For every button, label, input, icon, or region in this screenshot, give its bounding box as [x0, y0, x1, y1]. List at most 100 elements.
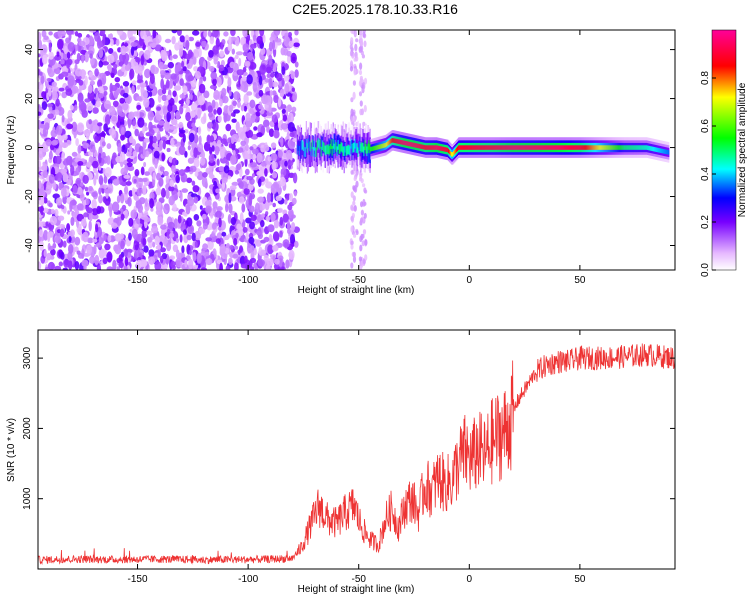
spectrogram-noise-mark: [130, 209, 138, 219]
spectrogram-signal-mark: [667, 149, 669, 155]
spectrogram-noise-mark: [188, 132, 195, 143]
spectrogram-noise-mark: [175, 249, 180, 259]
spectrogram-noise-mark: [187, 224, 195, 235]
spectrogram-noise-mark: [98, 237, 104, 245]
spectrogram-noise-mark: [159, 166, 165, 172]
spectrogram-noise-mark: [58, 261, 63, 267]
spectrogram-noise-mark: [240, 84, 245, 92]
spectrogram-noise-mark: [88, 30, 97, 33]
spectrogram-noise-mark: [42, 54, 48, 65]
spectrogram-signal-mark: [339, 144, 341, 154]
snr-ylabel: SNR (10 * v/v): [6, 418, 17, 482]
spectrogram-signal-mark: [413, 142, 415, 148]
spectrogram-noise-mark: [205, 251, 210, 257]
spectrogram-noise-mark: [131, 85, 135, 95]
spectrogram-noise-mark: [235, 51, 244, 56]
spectrogram-noise-mark: [158, 140, 163, 152]
spectrogram-noise-mark: [86, 161, 92, 168]
spectrogram-noise-mark: [212, 30, 219, 38]
spectrogram-signal-mark: [375, 145, 377, 151]
snr-xtick-label: 50: [574, 574, 586, 585]
spectrogram-signal-mark: [304, 147, 307, 157]
spectrogram-signal-mark: [366, 146, 368, 157]
spectrogram-noise-mark: [216, 107, 222, 116]
spectrogram-noise-mark: [234, 245, 239, 250]
spectrogram-signal-mark: [442, 146, 444, 152]
spectrogram-noise-mark: [212, 78, 217, 86]
spectrogram-noise-mark: [203, 30, 208, 38]
spectrogram-noise-mark: [171, 157, 178, 166]
spectrogram-noise-mark: [191, 232, 196, 242]
spectrogram-signal-mark: [545, 145, 547, 150]
spectrogram-signal-mark: [506, 145, 509, 150]
spectrogram-noise-mark: [246, 176, 254, 181]
spectrogram-signal-mark: [623, 145, 625, 150]
spectrogram-noise-mark: [136, 218, 141, 225]
spectrogram-noise-mark: [271, 114, 278, 123]
spectrogram-noise-mark: [289, 132, 295, 138]
spectrogram-noise-mark: [72, 185, 78, 194]
spectrogram-noise-mark: [167, 221, 175, 229]
spectrogram-signal-mark: [420, 144, 422, 149]
spectrogram-noise-mark: [220, 150, 225, 159]
spectrogram-noise-mark: [359, 100, 363, 107]
spectrogram-signal-mark: [554, 145, 556, 150]
spectrogram-signal-mark: [660, 148, 662, 153]
spectrogram-signal-mark: [598, 145, 600, 150]
spectrogram-signal-mark: [406, 141, 408, 146]
spectrogram-signal-mark: [562, 145, 564, 150]
spectrogram-signal-mark: [575, 145, 577, 150]
spectrogram-noise-mark: [242, 226, 248, 233]
spectrogram-signal-mark: [588, 145, 590, 150]
spectrogram-noise-mark: [98, 93, 104, 99]
spectrogram-noise-mark: [39, 71, 43, 76]
spectrogram-noise-mark: [197, 95, 206, 106]
spectrogram-noise-mark: [292, 138, 298, 143]
spectrogram-xtick-label: -50: [351, 275, 366, 286]
spectrogram-signal-mark: [472, 145, 475, 150]
spectrogram-signal-mark: [634, 145, 636, 150]
spectrogram-signal-mark: [619, 145, 621, 150]
spectrogram-noise-mark: [179, 234, 183, 243]
spectrogram-signal-mark: [583, 145, 585, 150]
spectrogram-noise-mark: [171, 264, 176, 270]
spectrogram-signal-mark: [437, 145, 439, 151]
spectrogram-signal-mark: [657, 147, 659, 153]
spectrogram-noise-mark: [158, 61, 164, 70]
spectrogram-noise-mark: [228, 89, 232, 97]
spectrogram-noise-mark: [47, 261, 55, 270]
spectrogram-signal-mark: [538, 145, 540, 150]
spectrogram-signal-mark: [377, 145, 379, 150]
spectrogram-noise-mark: [62, 240, 67, 248]
spectrogram-signal-mark: [601, 145, 603, 150]
spectrogram-signal-mark: [539, 145, 541, 150]
spectrogram-noise-mark: [43, 35, 49, 40]
spectrogram-signal-mark: [465, 145, 468, 150]
spectrogram-noise-mark: [242, 150, 249, 160]
spectrogram-noise-mark: [137, 117, 145, 128]
spectrogram-signal-mark: [661, 148, 663, 154]
spectrogram-noise-mark: [59, 228, 65, 238]
spectrogram-noise-mark: [162, 84, 167, 92]
spectrogram-noise-mark: [265, 66, 273, 74]
spectrogram-signal-mark: [309, 142, 312, 162]
spectrogram-noise-mark: [94, 109, 99, 114]
spectrogram-noise-mark: [248, 194, 253, 206]
spectrogram-noise-mark: [249, 257, 257, 264]
spectrogram-noise-mark: [178, 121, 184, 129]
spectrogram-noise-mark: [178, 169, 186, 177]
spectrogram-signal-mark: [531, 145, 533, 150]
spectrogram-noise-mark: [113, 68, 118, 75]
spectrogram-noise-mark: [87, 237, 94, 244]
spectrogram-noise-mark: [148, 256, 156, 265]
spectrogram-noise-mark: [240, 263, 247, 269]
spectrogram-noise-mark: [165, 189, 170, 200]
spectrogram-signal-mark: [344, 142, 346, 153]
spectrogram-signal-mark: [358, 140, 360, 151]
spectrogram-signal-mark: [566, 145, 568, 150]
spectrogram-noise-mark: [142, 126, 146, 134]
spectrogram-signal-mark: [302, 141, 305, 152]
spectrogram-signal-mark: [617, 145, 619, 150]
spectrogram-noise-mark: [137, 204, 143, 213]
spectrogram-signal-mark: [363, 146, 365, 157]
